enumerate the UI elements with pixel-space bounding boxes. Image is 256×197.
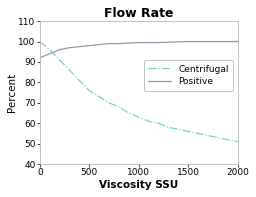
Positive [38,57,41,59]
Positive [236,40,239,43]
Positive [58,48,61,51]
Positive [137,41,140,44]
Centrifugal [197,132,200,135]
Centrifugal [98,96,101,98]
Centrifugal [58,59,61,61]
Positive [108,42,111,45]
Centrifugal [177,128,180,131]
Positive [78,46,81,48]
Centrifugal [137,116,140,118]
Positive [216,40,219,43]
Line: Positive: Positive [40,42,238,58]
Positive [88,45,91,47]
X-axis label: Viscosity SSU: Viscosity SSU [99,180,178,190]
Positive [98,43,101,46]
Positive [157,41,160,44]
Centrifugal [127,112,130,114]
Centrifugal [88,89,91,92]
Centrifugal [226,138,229,141]
Centrifugal [117,106,120,108]
Centrifugal [48,48,51,51]
Centrifugal [167,126,170,128]
Centrifugal [187,130,190,133]
Title: Flow Rate: Flow Rate [104,7,173,20]
Centrifugal [68,69,71,71]
Positive [117,42,120,45]
Positive [187,40,190,43]
Centrifugal [157,122,160,125]
Positive [48,53,51,55]
Centrifugal [147,120,150,122]
Legend: Centrifugal, Positive: Centrifugal, Positive [144,60,233,91]
Centrifugal [236,140,239,143]
Centrifugal [216,136,219,139]
Centrifugal [38,40,41,43]
Centrifugal [108,102,111,104]
Y-axis label: Percent: Percent [7,73,17,112]
Centrifugal [78,79,81,82]
Centrifugal [206,134,209,137]
Line: Centrifugal: Centrifugal [40,42,238,142]
Positive [68,46,71,49]
